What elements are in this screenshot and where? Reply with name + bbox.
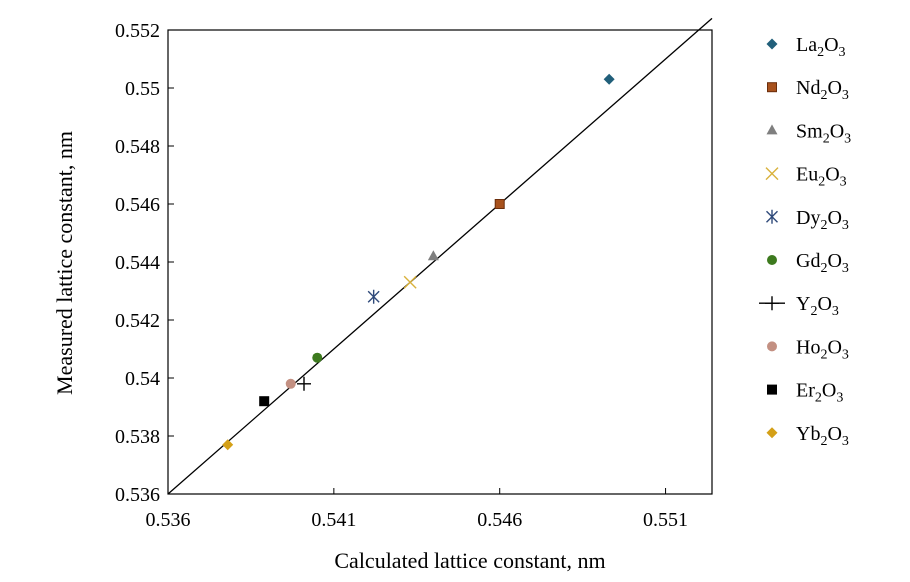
x-tick-label: 0.551	[643, 509, 688, 531]
legend-marker-yb2o3	[766, 427, 778, 439]
y-tick-label: 0.55	[125, 78, 160, 100]
plot-frame	[167, 29, 713, 495]
y-tick-label: 0.54	[125, 368, 160, 390]
legend-label-yb2o3: Yb2O3	[796, 423, 849, 449]
y-tick-label: 0.546	[115, 194, 160, 216]
x-tick-label: 0.536	[146, 509, 191, 531]
legend-label-gd2o3: Gd2O3	[796, 250, 849, 276]
nd2o3-data-point	[494, 199, 505, 209]
data-points	[222, 73, 615, 451]
legend-marker-gd2o3	[767, 255, 777, 265]
y-tick-label: 0.552	[115, 20, 160, 42]
legend-label-y2o3: Y2O3	[796, 293, 839, 319]
legend-label-sm2o3: Sm2O3	[796, 120, 851, 146]
sm2o3-data-point	[427, 250, 439, 261]
legend-label-ho2o3: Ho2O3	[796, 336, 849, 362]
y-tick-label: 0.542	[115, 310, 160, 332]
y-tick-label: 0.536	[115, 484, 160, 506]
ho2o3-data-point	[285, 378, 296, 389]
legend: La2O3 Nd2O3 Sm2O3 Eu2O3 Dy2O3 Gd2O3 Y2O3 Ho2O3 E…	[759, 34, 851, 449]
y-tick-label: 0.538	[115, 426, 160, 448]
legend-marker-eu2o3	[765, 167, 779, 181]
legend-marker-nd2o3	[767, 82, 777, 93]
la2o3-data-point	[603, 73, 615, 85]
legend-label-er2o3: Er2O3	[796, 380, 843, 406]
y-axis-title: Measured lattice constant, nm	[52, 131, 77, 395]
legend-label-dy2o3: Dy2O3	[796, 207, 849, 233]
x-tick-label: 0.541	[311, 509, 356, 531]
reference-line-y-equals-x	[167, 17, 713, 495]
gd2o3-data-point	[312, 352, 323, 363]
legend-marker-ho2o3	[767, 341, 777, 352]
legend-label-eu2o3: Eu2O3	[796, 164, 847, 190]
legend-marker-er2o3	[767, 384, 777, 395]
y2o3-data-point	[297, 376, 311, 391]
legend-marker-la2o3	[766, 38, 778, 50]
eu2o3-data-point	[403, 275, 417, 289]
legend-label-nd2o3: Nd2O3	[796, 77, 849, 103]
legend-marker-sm2o3	[766, 124, 778, 135]
x-axis-title: Calculated lattice constant, nm	[334, 548, 605, 573]
x-tick-label: 0.546	[477, 509, 522, 531]
y-tick-label: 0.544	[115, 252, 160, 274]
y-tick-label: 0.548	[115, 136, 160, 158]
plot-axes: 0.536 0.538 0.54 0.542 0.544 0.546 0.548 0.55 0.…	[115, 17, 713, 531]
legend-marker-y2o3	[765, 296, 779, 311]
legend-marker-dy2o3	[766, 209, 778, 224]
yb2o3-data-point	[222, 439, 234, 451]
er2o3-data-point	[259, 396, 270, 407]
legend-label-la2o3: La2O3	[796, 34, 846, 60]
dy2o3-data-point	[367, 289, 380, 304]
